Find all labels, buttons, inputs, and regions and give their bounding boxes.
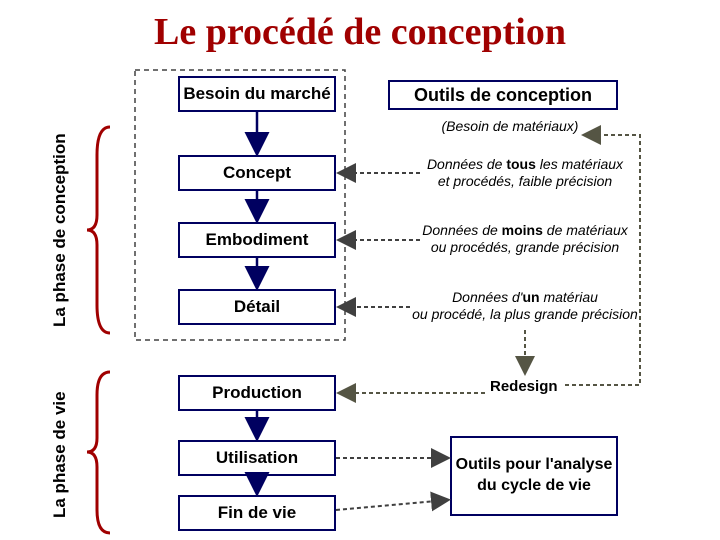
right-embodiment: Données de moins de matériaux ou procédé… bbox=[400, 222, 650, 256]
page-title: Le procédé de conception bbox=[0, 0, 720, 54]
outils-subtitle: (Besoin de matériaux) bbox=[395, 118, 625, 135]
brace-conception bbox=[85, 125, 115, 335]
redesign-label: Redesign bbox=[490, 378, 558, 395]
outils-title-box: Outils de conception bbox=[388, 80, 618, 110]
box-detail: Détail bbox=[178, 289, 336, 325]
box-concept: Concept bbox=[178, 155, 336, 191]
box-fin: Fin de vie bbox=[178, 495, 336, 531]
right-detail: Données d'un matériau ou procédé, la plu… bbox=[400, 289, 650, 323]
box-utilisation: Utilisation bbox=[178, 440, 336, 476]
box-embodiment: Embodiment bbox=[178, 222, 336, 258]
box-production: Production bbox=[178, 375, 336, 411]
right-concept: Données de tous les matériaux et procédé… bbox=[400, 156, 650, 190]
phase-conception-label: La phase de conception bbox=[50, 130, 70, 330]
brace-vie bbox=[85, 370, 115, 535]
tool-box: Outils pour l'analyse du cycle de vie bbox=[450, 436, 618, 516]
phase-vie-label: La phase de vie bbox=[50, 375, 70, 535]
box-besoin: Besoin du marché bbox=[178, 76, 336, 112]
